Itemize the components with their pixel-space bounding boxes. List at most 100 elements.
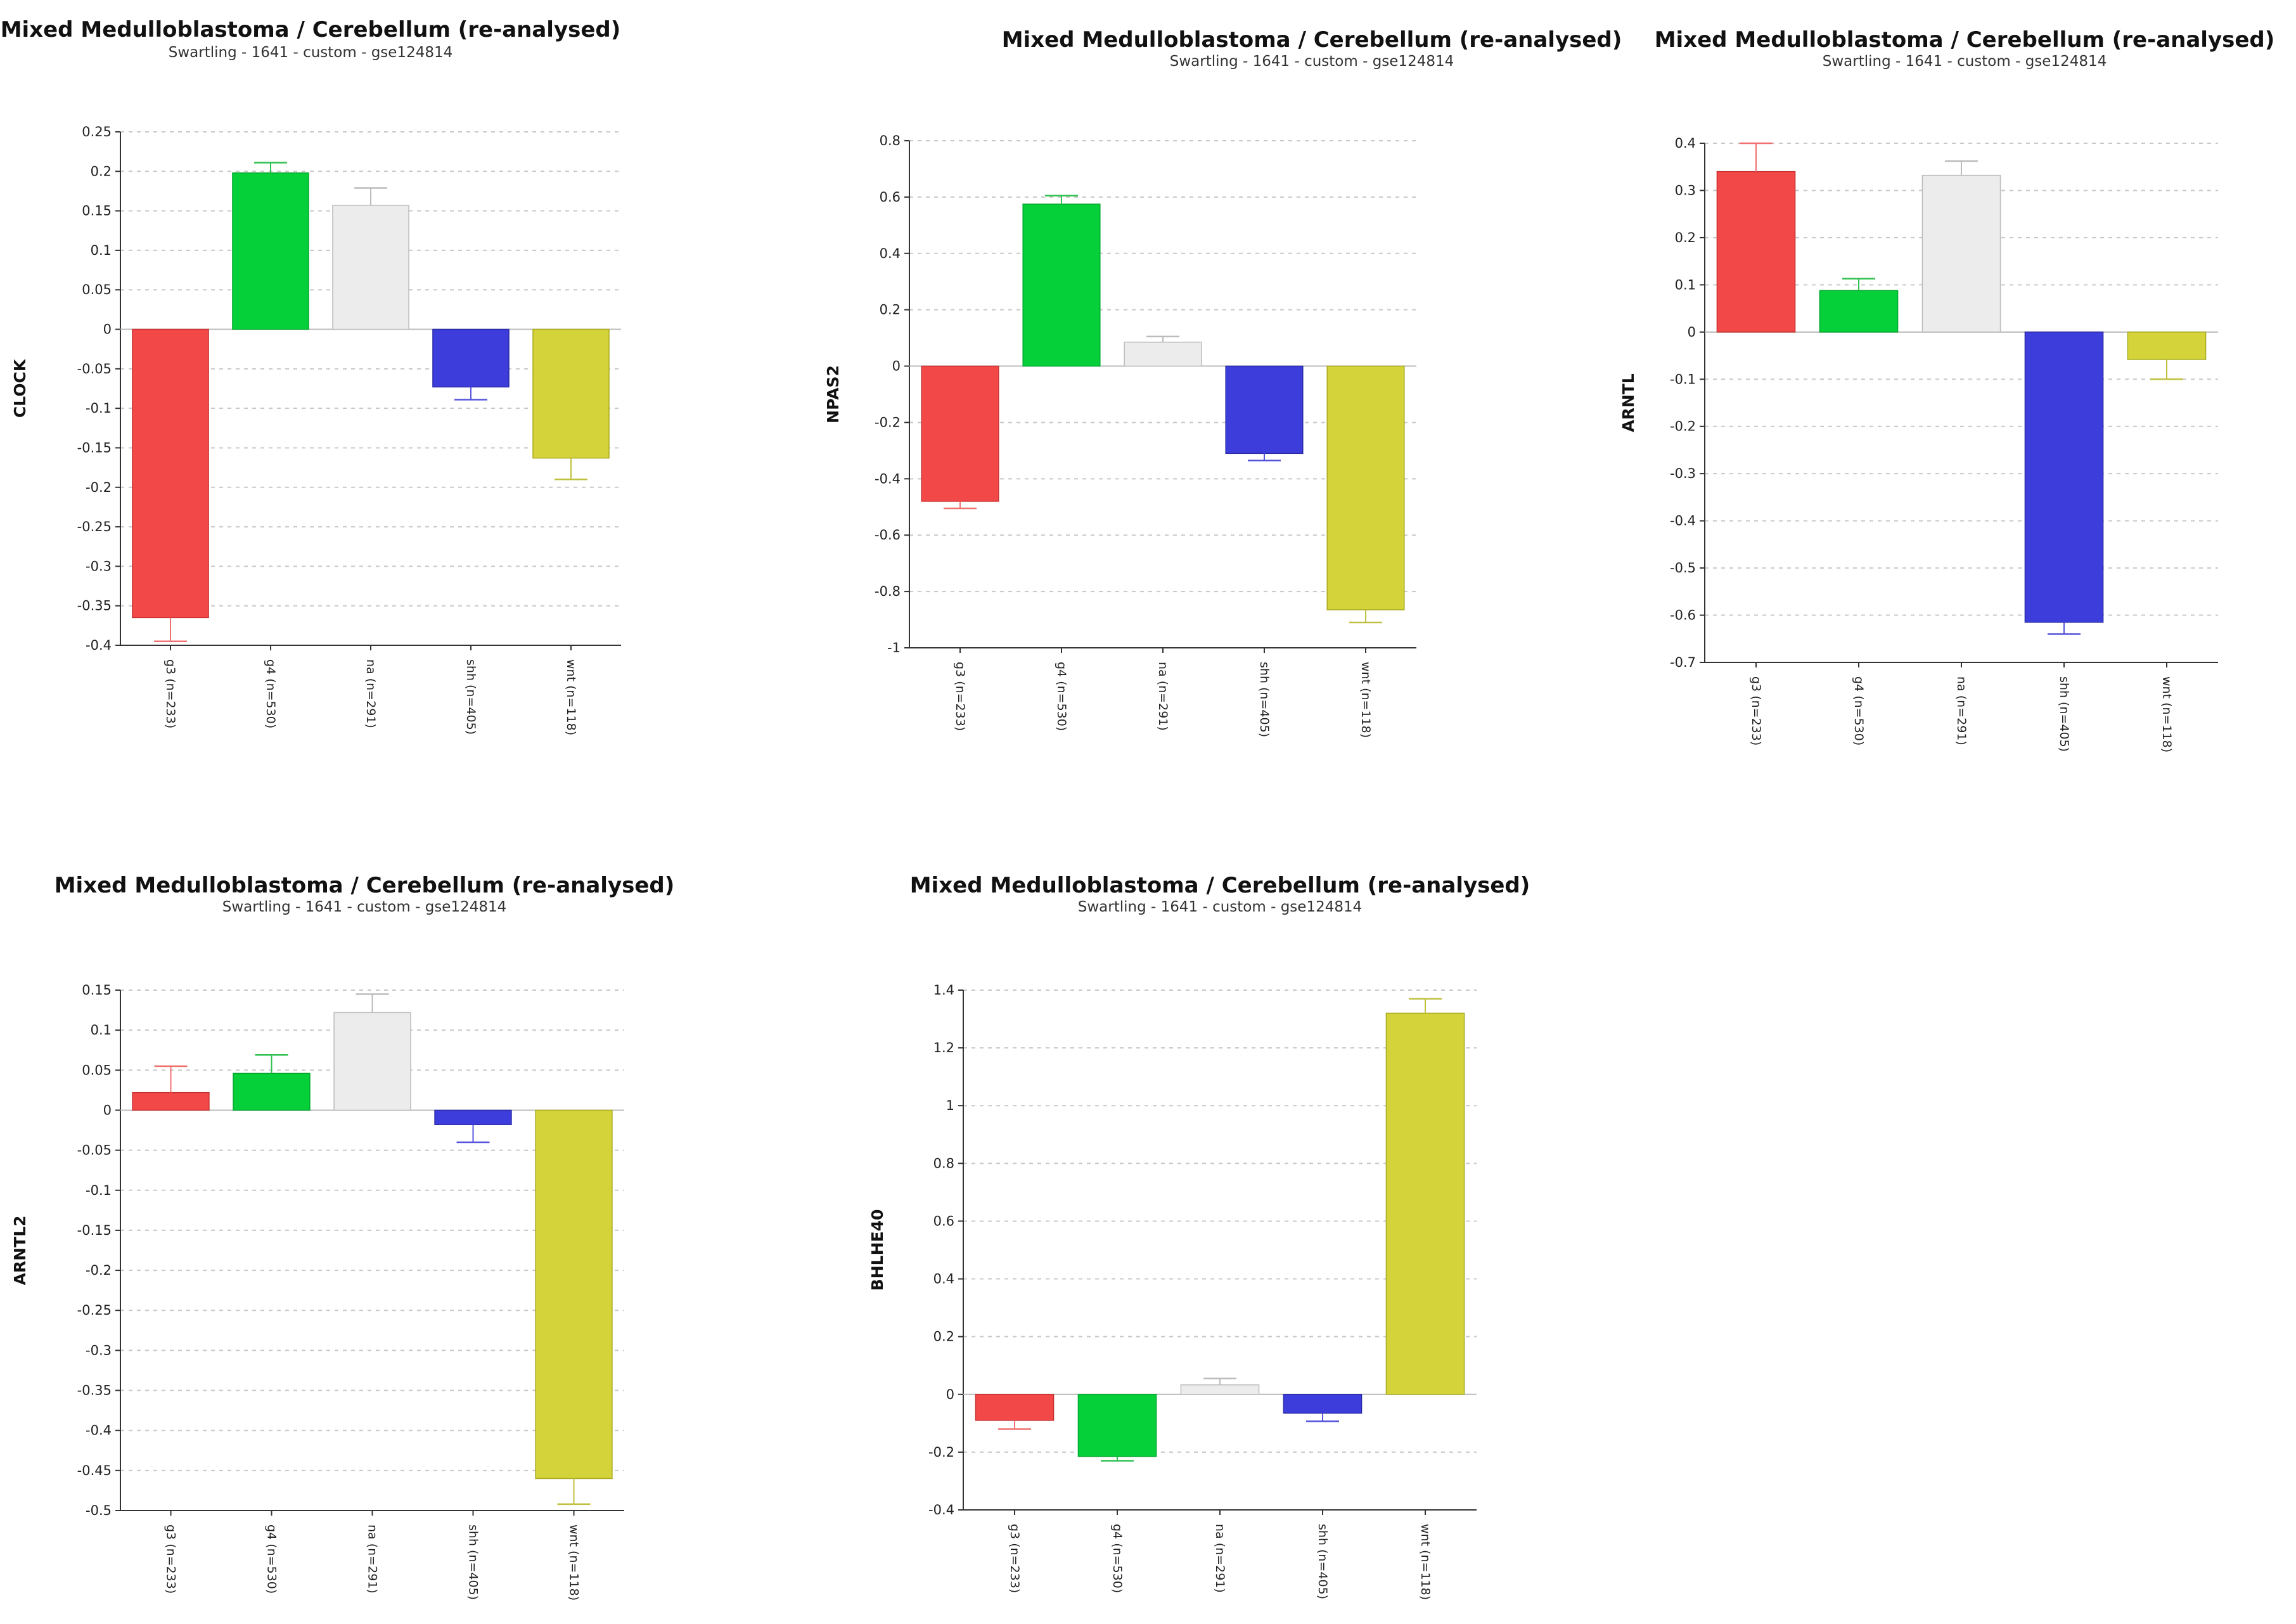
chart-title: Mixed Medulloblastoma / Cerebellum (re-a… [1655, 27, 2275, 53]
bar-shh [1283, 1394, 1363, 1414]
y-tick-label: -0.6 [875, 527, 901, 543]
bar-g4 [233, 1073, 311, 1111]
bar-g3 [975, 1394, 1055, 1421]
y-tick-label: 1.4 [933, 983, 954, 998]
y-tick-label: -0.4 [1670, 513, 1696, 529]
chart-subtitle: Swartling - 1641 - custom - gse124814 [1170, 53, 1454, 70]
y-tick-label: -0.05 [77, 361, 112, 377]
bar-na [333, 1012, 411, 1111]
y-tick-label: 1.2 [933, 1040, 954, 1055]
x-category-label: na (n=291) [1156, 662, 1170, 731]
y-tick-label: -0.8 [875, 584, 901, 599]
bar-wnt [535, 1109, 613, 1479]
y-tick-label: -0.05 [77, 1143, 112, 1158]
chart-npas2: Mixed Medulloblastoma / Cerebellum (re-a… [824, 27, 1622, 738]
y-tick-label: 0.4 [933, 1272, 954, 1287]
x-category-label: shh (n=405) [1257, 662, 1271, 737]
bar-na [332, 205, 409, 330]
x-category-label: wnt (n=118) [2160, 676, 2174, 752]
y-tick-label: -0.6 [1670, 608, 1696, 623]
y-tick-label: 1 [946, 1098, 954, 1113]
x-category-label: na (n=291) [366, 1524, 380, 1594]
bar-g4 [1077, 1394, 1157, 1457]
chart-arntl2: Mixed Medulloblastoma / Cerebellum (re-a… [11, 873, 675, 1601]
y-tick-label: -0.3 [86, 558, 112, 574]
y-tick-label: -0.15 [77, 1223, 112, 1238]
y-tick-label: 0.1 [91, 243, 112, 258]
y-tick-label: -0.2 [1670, 419, 1696, 434]
y-tick-label: 0.2 [933, 1329, 954, 1344]
y-tick-label: 0.05 [82, 1062, 112, 1078]
y-tick-label: 0.15 [82, 983, 112, 998]
y-tick-label: 0.1 [1675, 277, 1696, 292]
y-tick-label: -0.2 [86, 480, 112, 495]
bar-na [1921, 174, 2001, 333]
y-tick-label: 0.6 [933, 1213, 954, 1228]
y-tick-label: 0.15 [82, 203, 112, 219]
y-tick-label: 0.2 [91, 164, 112, 179]
x-category-label: wnt (n=118) [564, 659, 578, 735]
y-tick-label: -0.1 [86, 1183, 112, 1198]
x-category-label: wnt (n=118) [1359, 662, 1373, 738]
y-axis-label: BHLHE40 [868, 1209, 887, 1291]
chart-title: Mixed Medulloblastoma / Cerebellum (re-a… [910, 873, 1530, 898]
y-tick-label: -0.5 [86, 1503, 112, 1518]
x-category-label: na (n=291) [1213, 1524, 1227, 1593]
chart-clock: Mixed Medulloblastoma / Cerebellum (re-a… [1, 17, 621, 735]
y-tick-label: 0.4 [1675, 136, 1696, 151]
y-tick-label: -0.2 [875, 415, 901, 430]
chart-subtitle: Swartling - 1641 - custom - gse124814 [222, 899, 506, 915]
bar-g4 [1022, 203, 1101, 367]
y-tick-label: -0.2 [86, 1263, 112, 1278]
bar-shh [434, 1109, 512, 1125]
y-tick-label: 0 [103, 322, 112, 337]
bar-wnt [2127, 332, 2207, 360]
y-tick-label: -0.3 [1670, 466, 1696, 481]
y-tick-label: -0.15 [77, 440, 112, 455]
y-tick-label: -0.3 [86, 1343, 112, 1358]
y-axis-label: ARNTL2 [11, 1216, 29, 1286]
x-category-label: g3 (n=233) [1008, 1524, 1022, 1593]
y-tick-label: -0.4 [86, 638, 112, 653]
chart-subtitle: Swartling - 1641 - custom - gse124814 [1823, 53, 2107, 70]
bar-wnt [1326, 365, 1405, 610]
bar-shh [2024, 332, 2104, 623]
chart-subtitle: Swartling - 1641 - custom - gse124814 [169, 44, 452, 61]
y-tick-label: 0.6 [880, 190, 901, 205]
x-category-label: g3 (n=233) [164, 1524, 178, 1594]
y-tick-label: 0.25 [82, 124, 112, 139]
y-tick-label: -0.1 [86, 401, 112, 416]
x-category-label: na (n=291) [1954, 676, 1968, 745]
bar-na [1124, 342, 1202, 367]
y-tick-label: -0.45 [77, 1463, 112, 1478]
x-category-label: g4 (n=530) [265, 1524, 279, 1594]
y-tick-label: -0.4 [928, 1502, 954, 1518]
y-tick-label: 0.4 [880, 246, 901, 261]
y-tick-label: 0.1 [91, 1022, 112, 1038]
y-tick-label: -0.5 [1670, 560, 1696, 576]
chart-panel-npas2: Mixed Medulloblastoma / Cerebellum (re-a… [805, 0, 1622, 761]
bar-shh [1225, 365, 1304, 454]
y-tick-label: 0 [103, 1102, 112, 1118]
bar-shh [432, 328, 510, 388]
y-tick-label: -0.2 [928, 1445, 954, 1460]
y-tick-label: -0.4 [875, 471, 901, 486]
y-axis-label: CLOCK [11, 358, 29, 418]
chart-title: Mixed Medulloblastoma / Cerebellum (re-a… [55, 873, 675, 898]
x-category-label: g3 (n=233) [953, 662, 967, 731]
bar-na [1180, 1384, 1260, 1395]
chart-title: Mixed Medulloblastoma / Cerebellum (re-a… [1, 17, 621, 42]
x-category-label: shh (n=405) [2057, 676, 2071, 752]
y-tick-label: 0 [946, 1387, 954, 1402]
y-tick-label: 0.2 [880, 302, 901, 318]
chart-subtitle: Swartling - 1641 - custom - gse124814 [1078, 899, 1362, 915]
bar-g3 [132, 1092, 210, 1111]
x-category-label: g4 (n=530) [1055, 662, 1068, 731]
chart-panel-bhlhe40: Mixed Medulloblastoma / Cerebellum (re-a… [862, 849, 1559, 1623]
y-tick-label: 0.8 [933, 1156, 954, 1171]
x-category-label: shh (n=405) [1316, 1524, 1330, 1599]
x-category-label: g3 (n=233) [1749, 676, 1763, 745]
y-axis-label: ARNTL [1619, 373, 1638, 432]
y-tick-label: -0.25 [77, 519, 112, 534]
chart-bhlhe40: Mixed Medulloblastoma / Cerebellum (re-a… [868, 873, 1530, 1600]
